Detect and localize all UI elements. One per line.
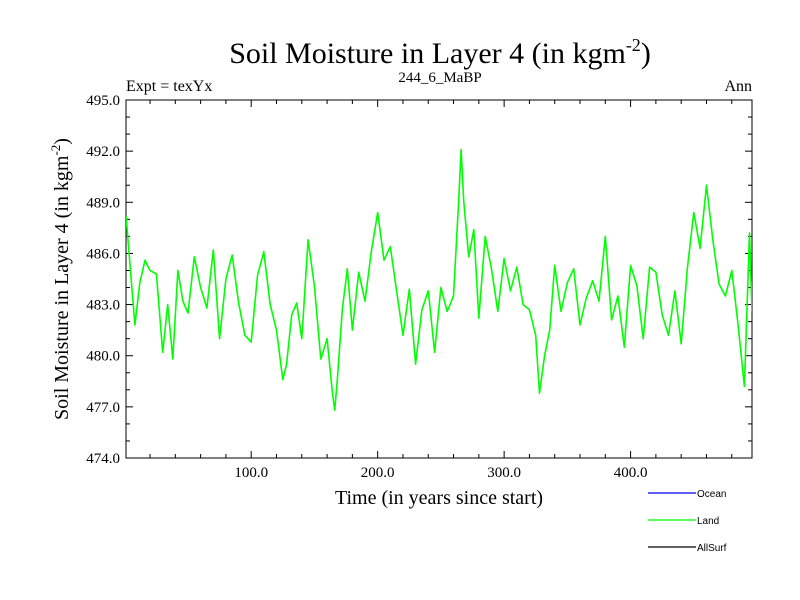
x-tick-label: 100.0 (234, 465, 268, 481)
y-tick-label: 477.0 (86, 400, 120, 416)
legend-label-allsurf: AllSurf (697, 543, 727, 554)
chart-title: Soil Moisture in Layer 4 (in kgm-2) (229, 35, 651, 70)
subtitle-right: Ann (724, 78, 752, 95)
plot-frame (125, 99, 753, 459)
y-tick-label: 489.0 (86, 195, 120, 211)
y-tick-label: 480.0 (86, 349, 120, 365)
y-axis: 474.0 477.0 480.0 483.0 486.0 489.0 492.0 495.0 (86, 93, 752, 467)
legend-label-ocean: Ocean (697, 489, 726, 500)
x-tick-label: 400.0 (614, 465, 648, 481)
series-layer (126, 148, 752, 412)
y-axis-label: Soil Moisture in Layer 4 (in kgm-2) (48, 138, 73, 420)
y-tick-label: 474.0 (86, 451, 120, 467)
y-tick-label: 495.0 (86, 93, 120, 109)
x-tick-label: 200.0 (361, 465, 395, 481)
y-tick-label: 492.0 (86, 144, 120, 160)
y-tick-label: 486.0 (86, 246, 120, 262)
series-line-land (126, 148, 752, 412)
y-tick-label: 483.0 (86, 298, 120, 314)
subtitle-left: Expt = texYx (126, 78, 212, 95)
legend-label-land: Land (697, 516, 719, 527)
x-tick-label: 300.0 (487, 465, 521, 481)
x-axis: 100.0 200.0 300.0 400.0 (149, 100, 733, 481)
legend: Ocean Land AllSurf (648, 489, 727, 554)
subtitle-center: 244_6_MaBP (398, 70, 481, 86)
x-axis-label: Time (in years since start) (335, 487, 543, 509)
